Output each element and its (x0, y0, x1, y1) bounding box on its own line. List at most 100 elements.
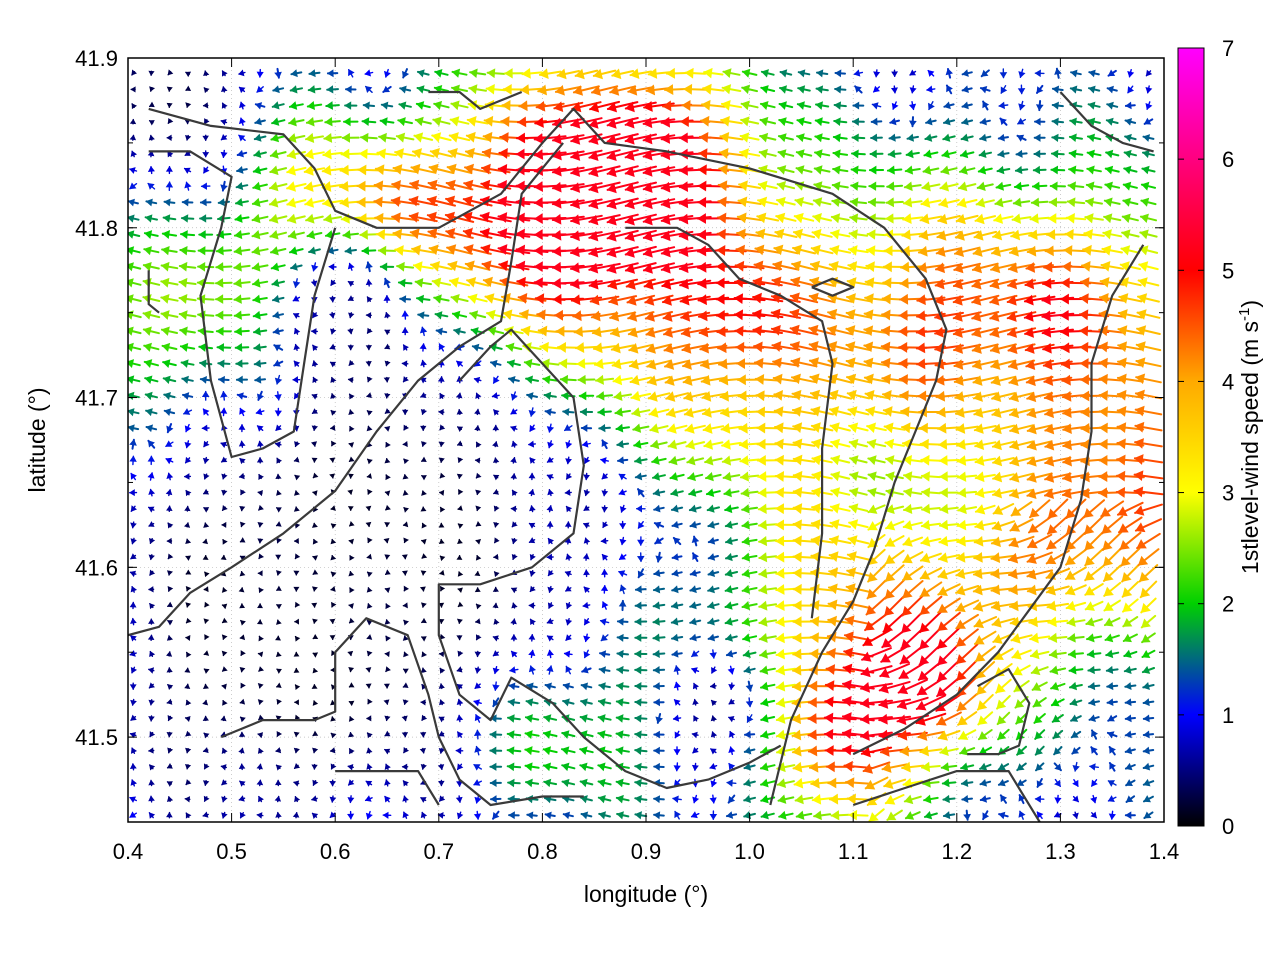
wind-arrow-head (1141, 649, 1151, 658)
wind-arrow-head (546, 505, 554, 512)
wind-arrow-head (848, 245, 858, 256)
wind-arrow-head (1107, 780, 1115, 787)
wind-arrow-head (955, 585, 966, 596)
wind-arrow-head (145, 424, 154, 433)
wind-arrow-head (1141, 181, 1150, 191)
wind-arrow-head (756, 422, 766, 434)
wind-arrow-head (420, 392, 427, 398)
wind-arrow-head (790, 292, 800, 304)
wind-arrow-head (884, 589, 895, 600)
wind-arrow-head (754, 374, 765, 385)
wind-arrow-head (474, 796, 482, 804)
wind-arrow-head (1068, 165, 1077, 175)
wind-arrow-head (634, 762, 642, 772)
wind-arrow-head (684, 407, 694, 418)
wind-arrow-head (916, 700, 927, 711)
wind-arrow-head (439, 392, 446, 400)
wind-arrow-head (149, 650, 156, 658)
wind-arrow-head (293, 570, 300, 576)
wind-arrow-head (935, 246, 946, 257)
wind-arrow-head (1079, 293, 1089, 305)
wind-arrow-head (1042, 277, 1052, 289)
wind-arrow-head (347, 650, 354, 657)
wind-arrow-head (529, 570, 536, 577)
wind-arrow-head (937, 730, 949, 741)
wind-arrow-head (1084, 570, 1095, 581)
wind-arrow-head (1104, 197, 1113, 207)
wind-arrow-head (897, 684, 909, 695)
wind-arrow-head (583, 651, 591, 659)
wind-arrow-head (601, 439, 609, 447)
wind-arrow-head (222, 505, 228, 511)
wind-arrow-head (793, 228, 804, 240)
wind-arrow-head (1098, 373, 1108, 385)
wind-arrow-head (972, 246, 983, 257)
wind-arrow-head (706, 504, 715, 513)
wind-arrow-head (721, 439, 731, 450)
wind-arrow-head (552, 229, 562, 241)
wind-arrow-head (1080, 277, 1090, 288)
wind-arrow-head (634, 778, 642, 788)
wind-arrow-head (331, 601, 337, 608)
wind-arrow-head (552, 181, 562, 193)
wind-arrow-head (652, 617, 660, 626)
wind-arrow-head (973, 391, 983, 402)
wind-arrow-head (1088, 698, 1096, 707)
wind-arrow-head (178, 310, 188, 320)
wind-arrow-head (953, 359, 964, 370)
wind-arrow-head (507, 698, 515, 707)
wind-arrow-head (276, 585, 282, 591)
wind-arrow-head (646, 359, 657, 370)
wind-arrow-head (642, 166, 653, 177)
wind-arrow-head (778, 133, 787, 143)
wind-arrow-head (1104, 633, 1114, 643)
wind-arrow-head (311, 602, 318, 608)
wind-arrow-head (462, 195, 473, 207)
wind-arrow-head (270, 133, 280, 143)
wind-arrow-head (511, 602, 518, 609)
wind-arrow-head (919, 639, 930, 650)
wind-arrow-head (293, 327, 301, 335)
wind-arrow-head (885, 197, 895, 208)
wind-arrow-head (555, 325, 565, 337)
wind-arrow-head (901, 229, 911, 241)
wind-arrow-head (939, 745, 949, 757)
wind-arrow-head (385, 504, 391, 511)
wind-arrow-head (1008, 359, 1019, 371)
wind-arrow-head (794, 794, 804, 805)
wind-arrow-head (595, 374, 604, 385)
wind-arrow-head (452, 310, 461, 320)
wind-arrow-head (233, 310, 242, 320)
wind-arrow-head (470, 327, 479, 336)
wind-arrow-head (997, 715, 1007, 725)
wind-arrow-head (899, 293, 909, 305)
wind-arrow-head (616, 698, 624, 707)
wind-arrow-head (934, 294, 945, 306)
wind-arrow-head (565, 665, 573, 673)
wind-arrow-head (825, 680, 835, 692)
wind-arrow-head (865, 604, 877, 616)
wind-arrow-head (1140, 587, 1151, 598)
wind-arrow-head (457, 731, 464, 738)
wind-arrow-head (1117, 506, 1128, 517)
wind-arrow-head (565, 619, 573, 626)
wind-arrow-head (1124, 746, 1133, 755)
wind-arrow-head (273, 344, 282, 352)
wind-arrow-head (546, 635, 554, 642)
wind-arrow-head (1118, 293, 1129, 304)
wind-arrow-head (148, 667, 155, 674)
wind-arrow-head (653, 811, 661, 820)
wind-arrow-head (448, 132, 459, 143)
wind-arrow-head (594, 358, 604, 370)
wind-arrow-head (937, 621, 948, 631)
wind-arrow-head (221, 779, 228, 786)
wind-arrow-head (312, 747, 319, 754)
wind-arrow-head (700, 115, 710, 127)
wind-arrow-head (493, 505, 500, 512)
wind-arrow-head (752, 308, 762, 320)
wind-arrow-head (220, 133, 228, 141)
wind-arrow-head (293, 456, 300, 463)
wind-arrow-head (275, 424, 282, 431)
wind-arrow-head (921, 761, 931, 773)
wind-arrow-head (274, 377, 283, 385)
